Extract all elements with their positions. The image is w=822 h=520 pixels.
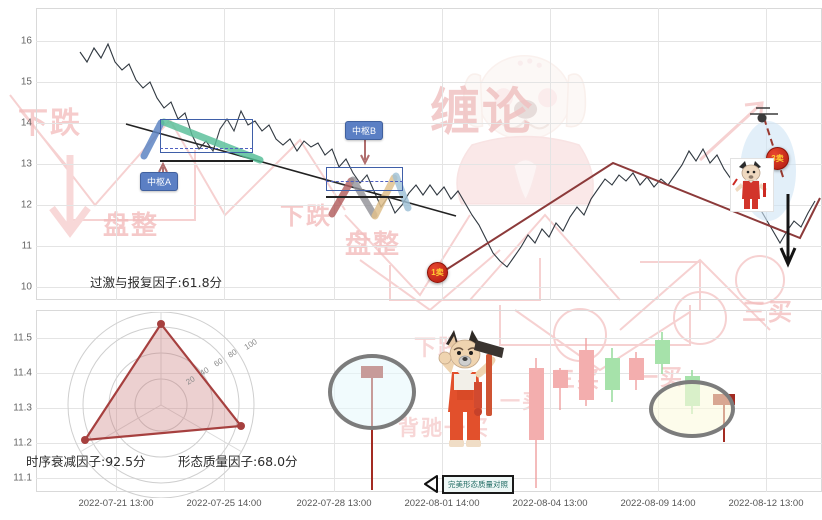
highlight-ellipse-right xyxy=(649,380,735,438)
x-axis-label-5: 2022-08-09 14:00 xyxy=(620,498,696,509)
pivot-mid-a xyxy=(160,148,253,149)
pivot-box-a xyxy=(160,119,253,153)
y-axis-label-main-10: 10 xyxy=(20,281,32,293)
y-axis-label-main-15: 15 xyxy=(20,76,32,88)
pivot-label-b[interactable]: 中枢B xyxy=(345,121,384,140)
mascot-icon-right xyxy=(730,158,774,212)
y-axis-label-sub-113: 11.3 xyxy=(13,402,32,414)
pivot-mid-b xyxy=(326,181,403,182)
y-axis-label-main-11: 11 xyxy=(21,240,32,252)
y-axis-label-main-14: 14 xyxy=(20,117,32,129)
pivot-floor-a xyxy=(160,160,253,162)
price-series xyxy=(79,42,821,274)
x-axis-label-0: 2022-07-21 13:00 xyxy=(78,498,154,509)
y-axis-label-sub-115: 11.5 xyxy=(13,332,32,344)
y-axis-label-main-13: 13 xyxy=(20,158,32,170)
signal-badge-sell-1[interactable]: 1卖 xyxy=(427,262,448,283)
y-axis-label-sub-111: 11.1 xyxy=(13,472,32,484)
x-axis-label-2: 2022-07-28 13:00 xyxy=(296,498,372,509)
y-axis-label-main-16: 16 xyxy=(20,35,32,47)
x-axis-label-1: 2022-07-25 14:00 xyxy=(186,498,262,509)
factor-overreaction-label: 过激与报复因子:61.8分 xyxy=(90,275,223,290)
mascot-icon-center xyxy=(432,328,506,452)
y-axis-label-sub-112: 11.2 xyxy=(13,437,32,449)
y-axis-label-sub-114: 11.4 xyxy=(13,367,32,379)
pivot-floor-b xyxy=(326,196,403,198)
pivot-b-arrow xyxy=(360,140,370,166)
highlight-ellipse-left xyxy=(328,354,416,430)
callout-perfect-label: 完美形态质量对照 xyxy=(442,474,514,494)
x-axis-label-6: 2022-08-12 13:00 xyxy=(728,498,804,509)
x-axis-label-4: 2022-08-04 13:00 xyxy=(512,498,588,509)
callout-perfect-pattern[interactable]: 完美形态质量对照 xyxy=(424,474,514,494)
factor-decay-label: 时序衰减因子:92.5分 xyxy=(26,454,146,469)
radar-chart xyxy=(67,312,255,498)
x-axis-label-3: 2022-08-01 14:00 xyxy=(404,498,480,509)
factor-quality-label: 形态质量因子:68.0分 xyxy=(178,454,298,469)
y-axis-label-main-12: 12 xyxy=(20,199,32,211)
left-arrow-icon xyxy=(424,475,438,493)
pivot-label-a[interactable]: 中枢A xyxy=(140,172,179,191)
pivot-box-b xyxy=(326,167,403,191)
